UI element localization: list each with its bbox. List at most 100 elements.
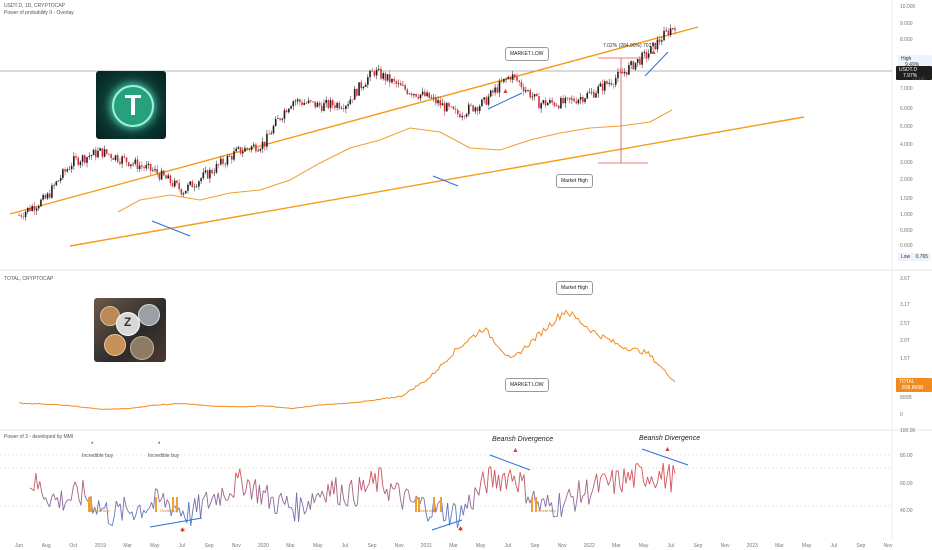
- candle-body: [665, 30, 668, 32]
- candle-body: [413, 94, 415, 96]
- candle-body: [529, 90, 531, 98]
- oscillator-segment: [76, 486, 80, 500]
- great-buy-bar: [535, 497, 537, 512]
- candle-body: [402, 85, 404, 86]
- oscillator-segment: [490, 466, 494, 488]
- candle-body: [121, 156, 123, 164]
- oscillator-segment: [239, 468, 243, 482]
- candle-body: [557, 105, 560, 109]
- oscillator-segment: [353, 498, 356, 507]
- oscillator-segment: [574, 499, 578, 512]
- oscillator-segment: [537, 501, 541, 512]
- oscillator-segment: [456, 520, 460, 528]
- x-tick-label: 2021: [420, 543, 432, 549]
- x-tick-label: Jul: [667, 543, 674, 549]
- oscillator-segment: [62, 503, 66, 511]
- oscillator-segment: [668, 464, 672, 493]
- candle-body: [145, 165, 148, 169]
- x-tick-label: Jun: [14, 543, 24, 549]
- oscillator-segment: [437, 500, 441, 505]
- oscillator-segment: [139, 504, 143, 518]
- candle-body: [108, 153, 110, 155]
- oscillator-segment: [645, 476, 648, 487]
- oscillator-segment: [496, 474, 500, 489]
- oscillator-segment: [335, 477, 339, 504]
- great-buy-bar: [172, 497, 174, 512]
- market-high-callout-total: Market High: [556, 281, 593, 295]
- total-tag-label: TOTAL: [899, 379, 915, 385]
- candle-body: [101, 148, 104, 157]
- x-tick-label: Jul: [830, 543, 837, 549]
- oscillator-segment: [329, 480, 333, 497]
- oscillator-segment: [564, 494, 568, 501]
- oscillator-segment: [572, 496, 576, 512]
- great-buy-bar: [176, 497, 178, 512]
- oscillator-segment: [51, 493, 54, 498]
- x-tick-label: Mar: [449, 543, 458, 549]
- candle-body: [173, 180, 176, 187]
- oscillator-segment: [641, 467, 645, 483]
- candle-body: [661, 40, 663, 42]
- y-tick-main-9: 1.500: [900, 196, 913, 202]
- oscillator-segment: [315, 492, 319, 497]
- warning-icon-3: ▲: [512, 447, 519, 454]
- oscillator-segment: [445, 502, 449, 521]
- oscillator-segment: [662, 463, 666, 489]
- candle-body: [492, 90, 494, 93]
- candle-body: [110, 154, 112, 159]
- candle-body: [29, 207, 31, 212]
- oscillator-segment: [196, 494, 200, 513]
- candle-body: [373, 71, 376, 76]
- great-buy-label-3: Great buy: [418, 508, 436, 513]
- oscillator-segment: [327, 484, 331, 497]
- y-tick-main-2: 8.000: [900, 37, 913, 43]
- candle-body: [169, 175, 172, 184]
- candle-body: [656, 39, 659, 50]
- candle-body: [560, 97, 562, 109]
- oscillator-segment: [58, 490, 62, 509]
- oscillator-segment: [355, 504, 358, 507]
- oscillator-segment: [188, 502, 192, 526]
- candle-body: [367, 77, 369, 85]
- candle-body: [498, 81, 501, 93]
- oscillator-segment: [100, 507, 103, 512]
- oscillator-segment: [41, 492, 45, 500]
- divergence-line-osc-3: [489, 454, 531, 471]
- oscillator-segment: [127, 510, 131, 515]
- candle-body: [531, 96, 534, 98]
- candle-body: [496, 87, 499, 93]
- candle-body: [266, 133, 268, 147]
- candle-body: [167, 175, 169, 179]
- oscillator-segment: [92, 507, 96, 514]
- candle-body: [147, 163, 150, 166]
- candle-body: [24, 211, 27, 218]
- great-buy-bar: [415, 497, 417, 512]
- oscillator-segment: [509, 469, 513, 482]
- candle-body: [257, 150, 259, 152]
- candle-body: [288, 108, 290, 113]
- oscillator-segment: [57, 497, 60, 509]
- oscillator-segment: [209, 497, 213, 504]
- candle-body: [130, 164, 132, 167]
- candle-body: [191, 181, 194, 188]
- oscillator-segment: [258, 484, 262, 505]
- oscillator-segment: [64, 500, 68, 504]
- candle-body: [59, 178, 62, 181]
- candle-body: [40, 199, 42, 207]
- oscillator-segment: [233, 472, 237, 498]
- candle-body: [424, 91, 426, 97]
- oscillator-segment: [119, 503, 123, 521]
- oscillator-segment: [376, 467, 380, 492]
- x-tick-label: Mar: [286, 543, 295, 549]
- oscillator-segment: [147, 507, 150, 511]
- candle-body: [397, 83, 400, 84]
- bearish-divergence-label-2: Bearish Divergence: [639, 435, 701, 442]
- oscillator-segment: [343, 499, 347, 505]
- candle-body: [533, 93, 536, 97]
- candle-body: [323, 103, 325, 111]
- bearish-divergence-label-1: Bearish Divergence: [492, 436, 554, 443]
- oscillator-segment: [309, 493, 313, 510]
- candle-body: [617, 71, 619, 79]
- candle-body: [608, 82, 610, 84]
